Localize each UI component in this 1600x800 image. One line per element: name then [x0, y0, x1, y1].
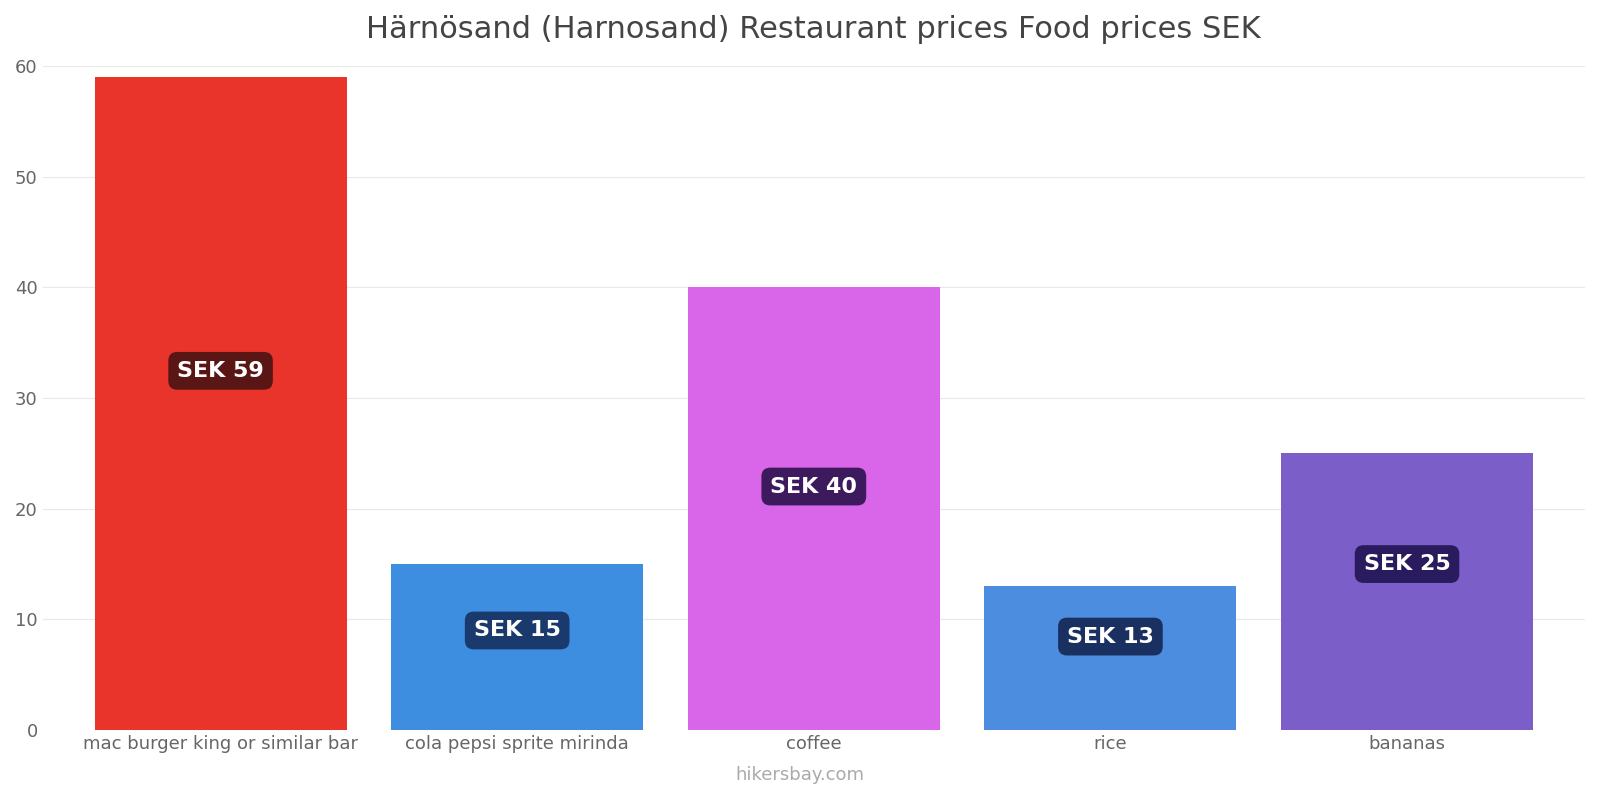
Bar	[688, 287, 939, 730]
Text: SEK 40: SEK 40	[770, 477, 858, 497]
Text: SEK 15: SEK 15	[474, 621, 560, 641]
Text: SEK 59: SEK 59	[178, 361, 264, 381]
Text: SEK 25: SEK 25	[1363, 554, 1451, 574]
Bar	[390, 564, 643, 730]
Bar	[94, 77, 347, 730]
Text: hikersbay.com: hikersbay.com	[736, 766, 864, 784]
Title: Härnösand (Harnosand) Restaurant prices Food prices SEK: Härnösand (Harnosand) Restaurant prices …	[366, 15, 1261, 44]
Bar	[1282, 454, 1533, 730]
Bar	[984, 586, 1237, 730]
Text: SEK 13: SEK 13	[1067, 626, 1154, 646]
